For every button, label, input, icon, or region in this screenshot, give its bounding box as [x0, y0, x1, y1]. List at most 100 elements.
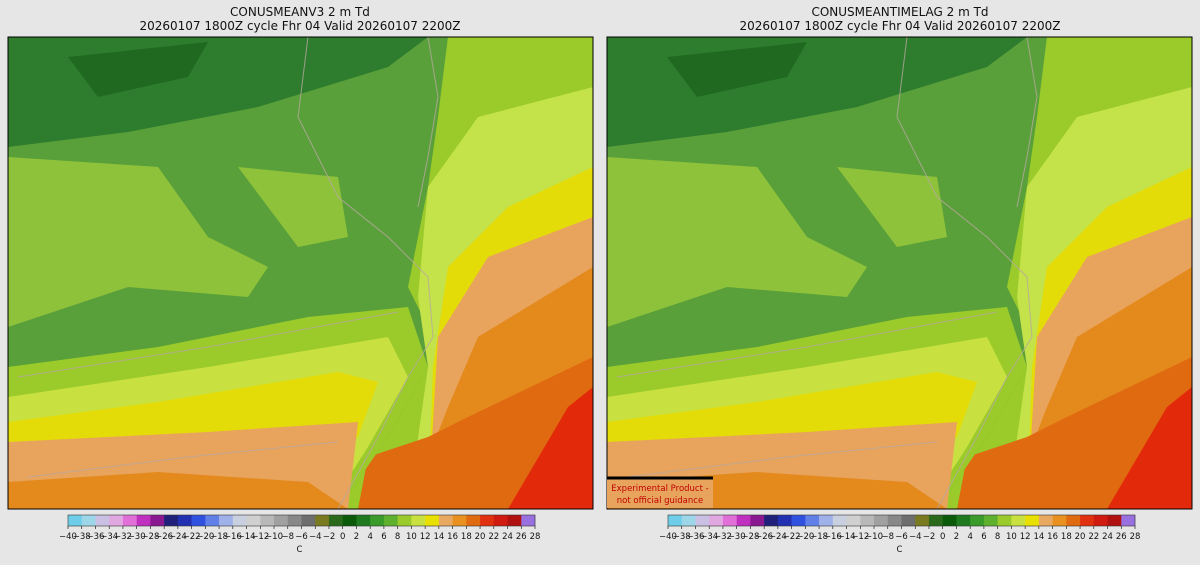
colorbar-tick-label: 16 [1047, 532, 1058, 542]
colorbar-tick-label: −18 [810, 532, 828, 542]
colorbar-tick-label: −40 [59, 532, 77, 542]
colorbar-cell [287, 515, 302, 526]
colorbar-cell [942, 515, 957, 526]
colorbar-cell [915, 515, 930, 526]
colorbar-cell [832, 515, 847, 526]
colorbar-cell [177, 515, 192, 526]
colorbar-tick-label: −8 [881, 532, 894, 542]
colorbar-tick-label: −24 [169, 532, 187, 542]
colorbar-cell [1011, 515, 1026, 526]
colorbar-tick-label: −28 [741, 532, 759, 542]
colorbar-tick-label: 22 [1088, 532, 1099, 542]
colorbar-cell [722, 515, 737, 526]
colorbar-cell [274, 515, 289, 526]
colorbar-tick-label: −14 [238, 532, 256, 542]
colorbar-cell [1025, 515, 1040, 526]
colorbar-cell [452, 515, 467, 526]
colorbar-cell [860, 515, 875, 526]
colorbar-cell [246, 515, 261, 526]
colorbar-cell [1093, 515, 1108, 526]
colorbar-tick-label: −32 [114, 532, 132, 542]
colorbar-tick-label: −4 [309, 532, 322, 542]
colorbar-tick-label: −2 [923, 532, 936, 542]
colorbar-cell [438, 515, 453, 526]
colorbar-tick-label: −4 [909, 532, 922, 542]
colorbar-tick-label: 2 [354, 532, 359, 542]
colorbar-cell [997, 515, 1012, 526]
colorbar-tick-label: −12 [851, 532, 869, 542]
colorbar-tick-label: 20 [1075, 532, 1086, 542]
note-text: not official guidance [617, 496, 703, 506]
colorbar-cell [750, 515, 765, 526]
colorbar-tick-label: 0 [340, 532, 345, 542]
colorbar-tick-label: −36 [686, 532, 704, 542]
colorbar-tick-label: −10 [265, 532, 283, 542]
colorbar-cell [356, 515, 371, 526]
colorbar-cell [1052, 515, 1067, 526]
colorbar-cell [521, 515, 536, 526]
colorbar-tick-label: 4 [367, 532, 372, 542]
colorbar-cell [136, 515, 151, 526]
colorbar-cell [370, 515, 385, 526]
colorbar-tick-label: 6 [381, 532, 386, 542]
colorbar-tick-label: 22 [488, 532, 499, 542]
map-frame [606, 36, 1193, 510]
colorbar-cell [95, 515, 110, 526]
colorbar-tick-label: −26 [155, 532, 173, 542]
colorbar-tick-label: 14 [433, 532, 444, 542]
colorbar-tick-label: −22 [183, 532, 201, 542]
colorbar-tick-label: 12 [420, 532, 431, 542]
colorbar-tick-label: −16 [224, 532, 242, 542]
colorbar-cell [668, 515, 683, 526]
colorbar-tick-label: −40 [659, 532, 677, 542]
colorbar-cell [819, 515, 834, 526]
colorbar-cell [328, 515, 344, 526]
panel-subtitle: 20260107 1800Z cycle Fhr 04 Valid 202601… [739, 19, 1060, 33]
colorbar-cell [507, 515, 522, 526]
colorbar-cell [695, 515, 710, 526]
colorbar-cell [150, 515, 165, 526]
colorbar-cell [736, 515, 751, 526]
colorbar-tick-label: 20 [475, 532, 486, 542]
colorbar-tick-label: 4 [967, 532, 972, 542]
colorbar-tick-label: −36 [86, 532, 104, 542]
colorbar-cell [383, 515, 398, 526]
colorbar-tick-label: 18 [461, 532, 472, 542]
colorbar-unit: C [297, 545, 303, 555]
colorbar-cell [1121, 515, 1136, 526]
colorbar-tick-label: 28 [530, 532, 541, 542]
colorbar-cell [791, 515, 806, 526]
colorbar-cell [493, 515, 508, 526]
colorbar-cell [425, 515, 440, 526]
panel-title: CONUSMEANTIMELAG 2 m Td [811, 5, 988, 19]
colorbar-cell [928, 515, 944, 526]
colorbar-cell [887, 515, 902, 526]
colorbar-tick-label: −30 [728, 532, 746, 542]
colorbar-tick-label: 2 [954, 532, 959, 542]
colorbar-cell [681, 515, 696, 526]
colorbar-cell [68, 515, 83, 526]
map [607, 37, 1192, 509]
colorbar-tick-label: 28 [1130, 532, 1141, 542]
colorbar-tick-label: 26 [516, 532, 527, 542]
colorbar-tick-label: −24 [769, 532, 787, 542]
colorbar-tick-label: 6 [981, 532, 986, 542]
colorbar-tick-label: −20 [796, 532, 814, 542]
colorbar-tick-label: −38 [73, 532, 91, 542]
colorbar-cell [874, 515, 889, 526]
colorbar-unit: C [897, 545, 903, 555]
colorbar-tick-label: 8 [395, 532, 400, 542]
panel: CONUSMEANV3 2 m Td 20260107 1800Z cycle … [7, 5, 594, 510]
colorbar-tick-label: 16 [447, 532, 458, 542]
colorbar-cell [777, 515, 792, 526]
colorbar-tick-label: 8 [995, 532, 1000, 542]
colorbar-cell [846, 515, 861, 526]
colorbar-cell [466, 515, 481, 526]
colorbar-tick-label: 26 [1116, 532, 1127, 542]
colorbar-cell [709, 515, 724, 526]
colorbar-tick-label: 10 [1006, 532, 1017, 542]
note-text: Experimental Product - [611, 484, 708, 494]
colorbar-cell [411, 515, 426, 526]
colorbar-tick-label: −2 [323, 532, 336, 542]
colorbar-cell [342, 515, 357, 526]
